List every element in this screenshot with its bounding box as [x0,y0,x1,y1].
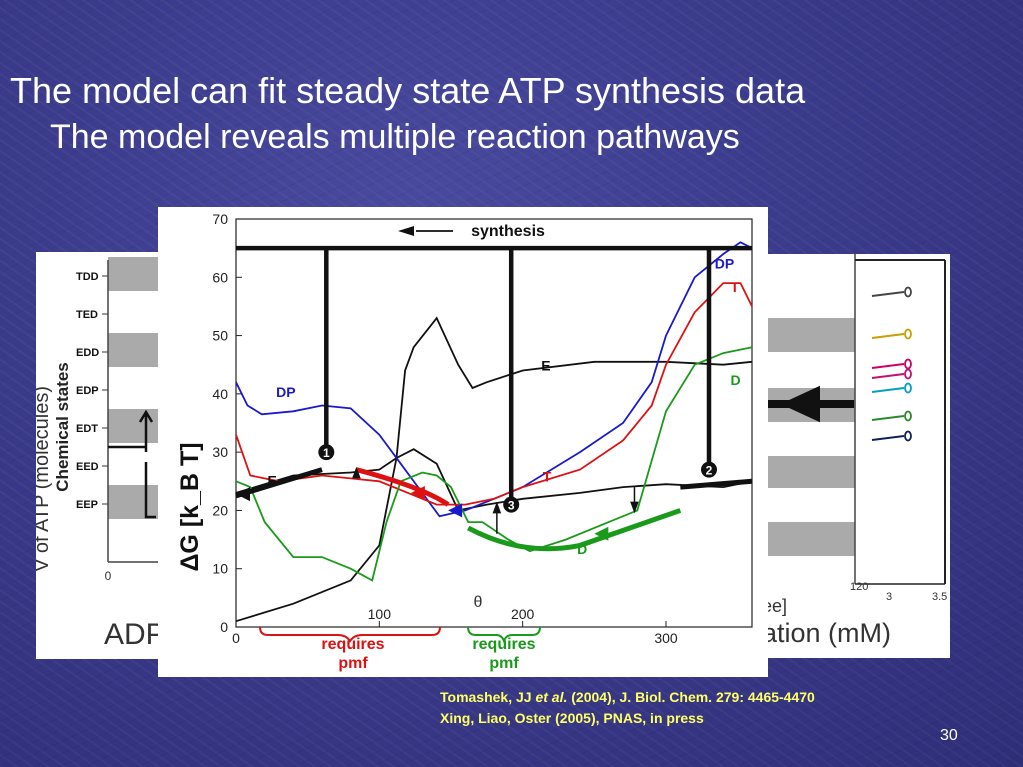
concentration-line [871,333,905,339]
concentration-line [871,363,905,369]
state-label-edd: EDD [76,347,99,359]
right-band [762,522,855,556]
right-figure: 120 3 3.5 ee] ation (mM) [762,254,950,658]
citation-1-etal: et al. [535,689,568,705]
pathway-black-left [235,467,323,499]
right-band [762,318,855,352]
concentration-marker [904,382,912,394]
state-label-edt: EDT [76,423,98,435]
concentration-line [871,387,905,393]
y-tick-label: 70 [212,211,228,227]
requires-pmf-red-2: pmf [338,655,368,672]
series-e-lower [235,448,753,512]
concentration-line [871,291,905,297]
right-thick-arrow [762,385,854,423]
slide-number: 30 [940,727,958,744]
citation-1: Tomashek, JJ et al. (2004), J. Biol. Che… [440,689,815,705]
slide-subtitle: The model reveals multiple reaction path… [50,118,740,156]
state-label-eep: EEP [76,499,98,511]
right-tick-120: 120 [850,581,868,593]
right-bracket-text: ee] [762,596,787,616]
concentration-marker [904,358,912,370]
y-tick-label: 50 [212,328,228,344]
concentration-line [871,415,905,421]
requires-pmf-green-1: requires [472,636,535,653]
series-t [235,282,753,506]
citation-1-journal: (2004), J. Biol. Chem. 279: 4465-4470 [567,689,815,705]
x-tick-label: 0 [232,630,240,646]
concentration-line [871,435,905,441]
label-dp-right: DP [715,256,734,272]
series-d [235,346,753,582]
step-marker-label: 3 [508,499,515,513]
left-bottom-text: ADP [104,618,166,651]
label-t-mid: T [543,468,552,484]
state-label-eed: EED [76,461,99,473]
series-e-upper [235,316,753,623]
y-tick-label: 40 [212,386,228,402]
left-pathway-arrow [108,409,156,519]
concentration-line [871,373,905,379]
label-e-left: E [268,472,277,488]
pathway-black-right [680,478,753,490]
step-marker-label: 2 [706,464,713,478]
label-d-right: D [731,372,741,388]
right-tick-3: 3 [886,591,892,603]
slide-title: The model can fit steady state ATP synth… [10,70,806,111]
step-marker-3 [503,496,520,513]
synthesis-arrow-head [398,226,414,236]
left-xtick: 0 [105,569,112,583]
y-axis-label: ΔG [k_B T] [176,442,204,571]
brace-red [259,626,441,643]
concentration-marker [904,368,912,380]
citation-2: Xing, Liao, Oster (2005), PNAS, in press [440,710,704,726]
label-d-mid: D [577,541,587,557]
x-tick-label: 200 [511,606,535,622]
series-dp [235,241,753,518]
right-bottom-text: ation (mM) [762,618,891,648]
right-tick-3-5: 3.5 [932,591,947,603]
arrowhead-green [594,526,609,541]
y-tick-label: 10 [212,561,228,577]
pathway-red [355,467,450,507]
small-arrow-up [352,466,361,479]
y-tick-label: 30 [212,444,228,460]
step-marker-label: 1 [323,446,330,460]
synthesis-label: synthesis [471,223,545,240]
requires-pmf-green-2: pmf [489,655,519,672]
left-side-fragment: V of ATP (molecules) [36,386,53,572]
x-tick-label: 300 [654,630,678,646]
state-label-edp: EDP [76,385,99,397]
right-figure-svg: 120 3 3.5 ee] ation (mM) [762,254,947,648]
arrowhead-red [410,485,425,500]
left-ylabel: Chemical states [53,362,72,491]
label-t-right: T [731,279,740,295]
label-dp-left: DP [276,384,295,400]
y-tick-label: 60 [212,269,228,285]
arrowhead-left [236,487,250,502]
concentration-marker [904,286,912,298]
requires-pmf-red-1: requires [321,636,384,653]
y-tick-label: 0 [220,619,228,635]
step-marker-1 [318,444,335,461]
step-marker-2 [701,461,717,478]
right-band [762,456,855,488]
plot-frame [235,218,753,628]
state-label-ted: TED [76,309,98,321]
state-label-tdd: TDD [76,271,99,283]
concentration-marker [904,410,912,422]
arrowhead-blue [448,503,463,518]
pathway-green [467,508,682,552]
citation-1-authors: Tomashek, JJ [440,689,536,705]
brace-green [467,626,541,645]
concentration-marker [904,328,912,340]
label-e-mid: E [541,358,550,374]
concentration-marker [904,430,912,442]
x-tick-label: 100 [368,606,392,622]
y-tick-label: 20 [212,502,228,518]
x-axis-label: θ [474,594,483,611]
